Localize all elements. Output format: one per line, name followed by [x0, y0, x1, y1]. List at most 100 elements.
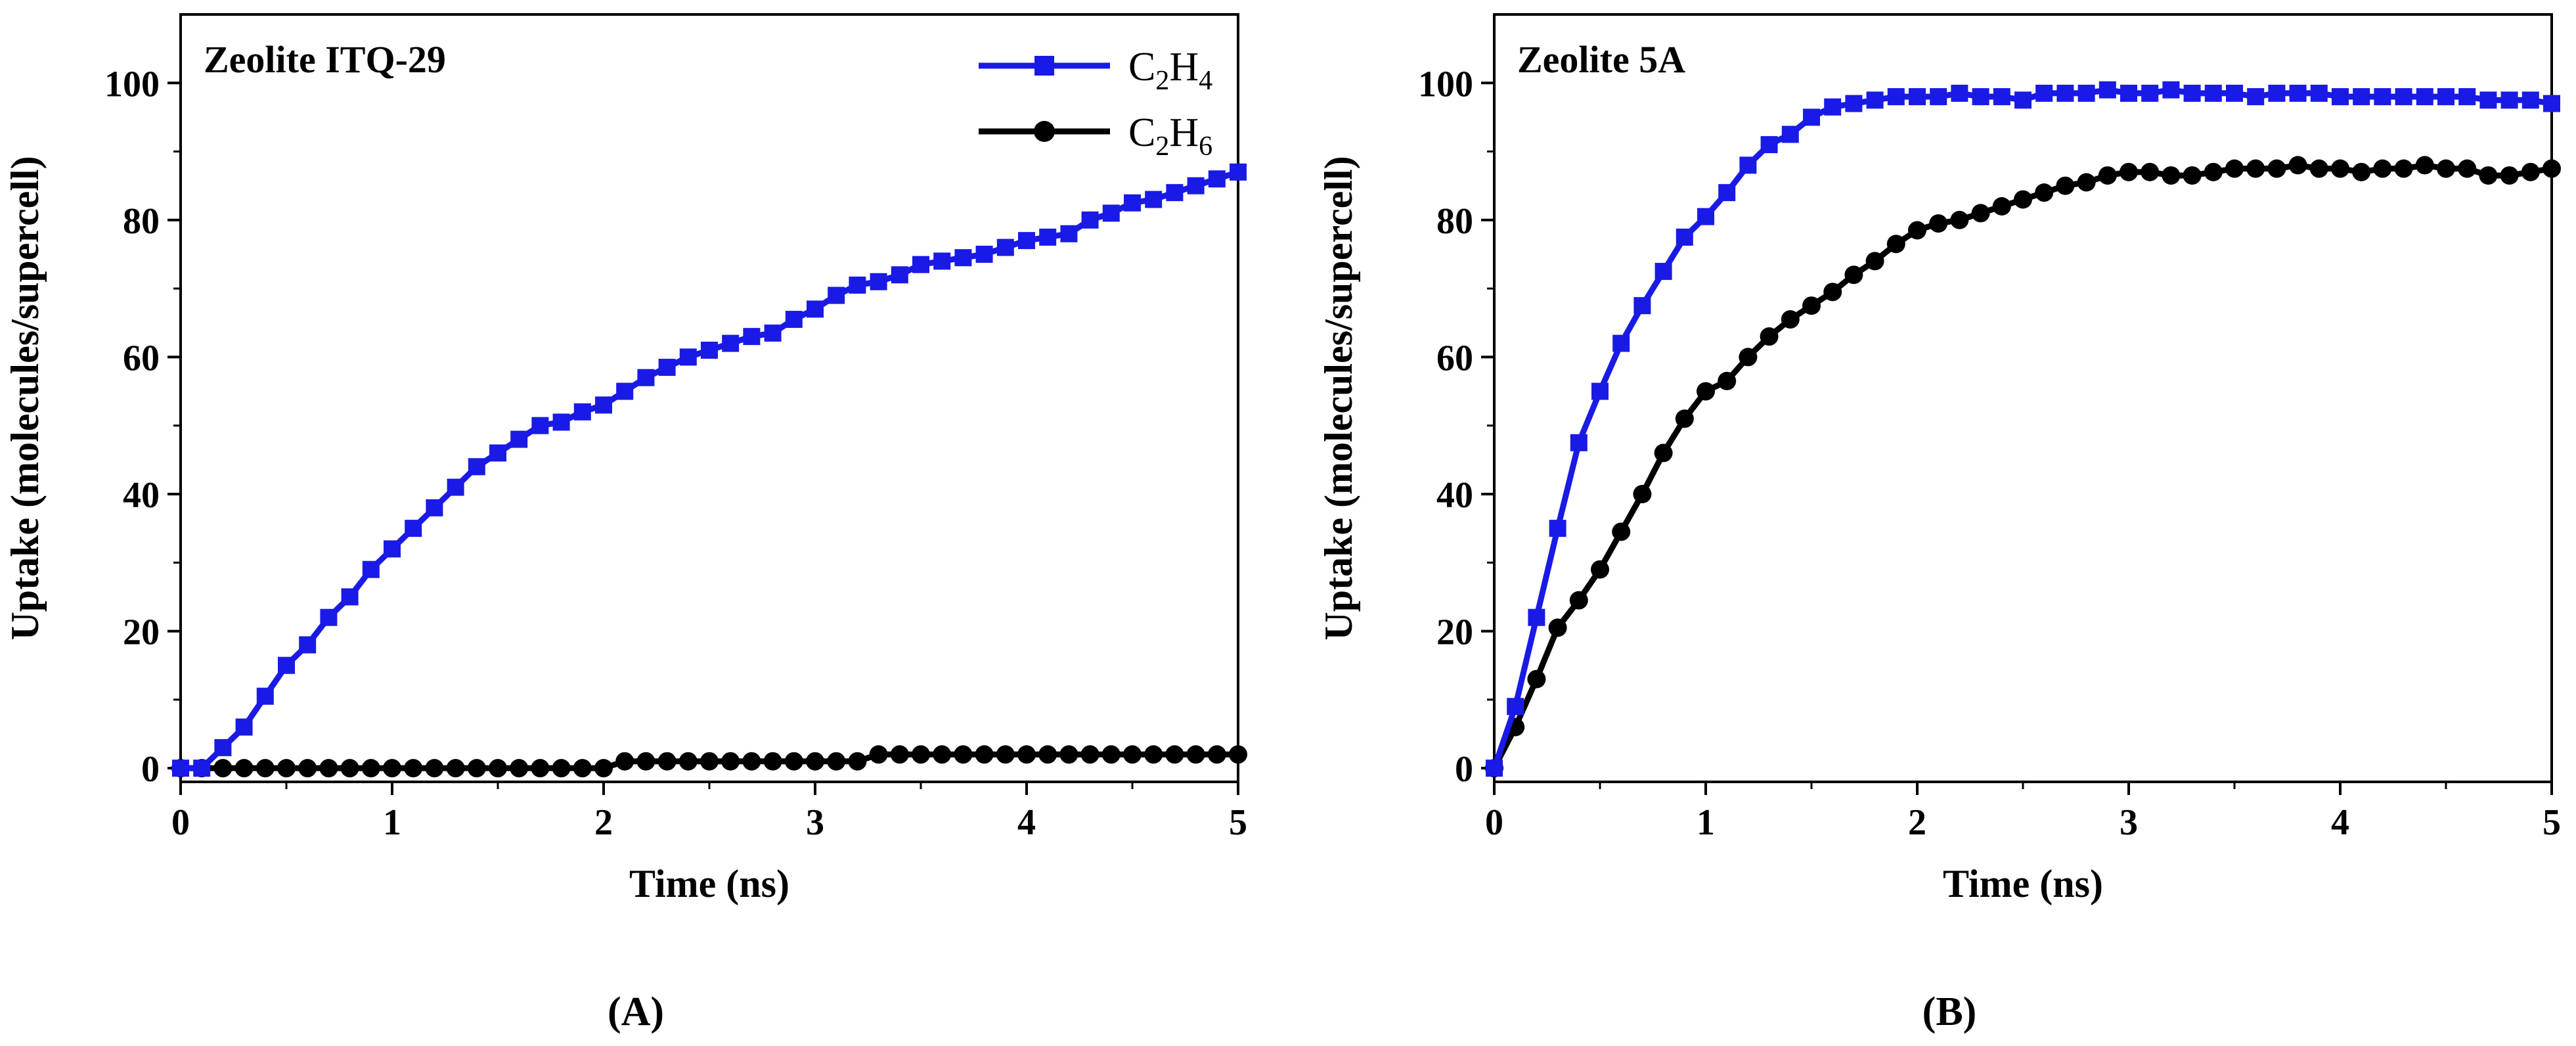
- x-tick-label: 5: [1229, 802, 1247, 843]
- data-point: [235, 718, 253, 736]
- data-point: [1971, 204, 1990, 223]
- data-point: [2120, 162, 2138, 181]
- legend-subscript: 6: [1199, 131, 1212, 162]
- data-point: [1145, 191, 1163, 208]
- data-point: [2162, 166, 2181, 185]
- legend-marker: [1034, 56, 1054, 76]
- data-point: [1824, 98, 1842, 116]
- data-point: [340, 759, 359, 778]
- data-point: [1972, 88, 1989, 106]
- x-axis-title: Time (ns): [629, 862, 789, 905]
- x-tick-label: 4: [1017, 802, 1036, 843]
- data-point: [320, 608, 338, 626]
- data-point: [1845, 95, 1863, 112]
- data-point: [1760, 327, 1779, 346]
- panel-label: (B): [1922, 989, 1977, 1034]
- data-point: [2479, 91, 2497, 109]
- data-point: [1528, 608, 1545, 626]
- y-tick-label: 0: [1455, 749, 1473, 790]
- data-point: [1654, 443, 1673, 463]
- data-point: [2288, 156, 2307, 175]
- data-point: [277, 759, 296, 778]
- data-point: [701, 342, 718, 359]
- data-point: [912, 745, 930, 764]
- data-point: [2035, 84, 2053, 102]
- data-point: [319, 759, 338, 778]
- data-point: [678, 752, 698, 771]
- data-point: [1718, 371, 1737, 390]
- y-tick-label: 20: [123, 612, 160, 653]
- data-point: [954, 745, 973, 764]
- data-point: [384, 540, 401, 558]
- data-point: [1591, 560, 1609, 579]
- data-point: [2373, 159, 2392, 178]
- y-tick-label: 40: [1436, 475, 1473, 516]
- data-point: [404, 759, 423, 778]
- chart-panel-a: 0 1 2 3 4 5 0 20 40 60 80 100 Time (ns) Uptake (molec…: [3, 13, 1247, 1034]
- data-point: [2099, 81, 2116, 99]
- data-point: [869, 745, 888, 764]
- data-point: [1633, 485, 1652, 503]
- y-tick-label: 80: [123, 201, 160, 242]
- data-point: [256, 687, 274, 705]
- data-point: [1166, 184, 1184, 202]
- data-point: [848, 752, 867, 771]
- data-point: [1612, 522, 1631, 541]
- data-point: [1633, 297, 1651, 315]
- y-tick-label: 40: [123, 475, 160, 516]
- data-point: [1866, 91, 1884, 109]
- data-point: [1548, 618, 1567, 637]
- legend-marker: [1034, 121, 1055, 142]
- data-point: [2267, 159, 2286, 178]
- data-point: [1123, 745, 1142, 764]
- legend-subscript: 2: [1155, 131, 1169, 162]
- legend-symbol: H: [1169, 45, 1199, 89]
- data-point: [573, 403, 591, 421]
- y-tick-label: 60: [123, 338, 160, 378]
- data-point: [193, 760, 211, 777]
- data-point: [933, 252, 951, 270]
- legend-symbol: C: [1128, 45, 1155, 89]
- data-point: [426, 499, 443, 516]
- data-point: [743, 328, 761, 346]
- data-point: [299, 636, 317, 654]
- data-point: [1781, 125, 1799, 143]
- data-point: [975, 246, 993, 263]
- x-tick-label: 3: [2120, 802, 2138, 843]
- y-tick-label: 100: [104, 64, 160, 104]
- y-axis-title: Uptake (molecules/supercell): [1317, 156, 1360, 640]
- data-point: [2543, 95, 2560, 112]
- data-point: [594, 759, 613, 778]
- x-tick-label: 4: [2331, 802, 2349, 843]
- data-point: [2437, 88, 2454, 106]
- data-point: [636, 752, 655, 771]
- data-point: [1718, 184, 1736, 202]
- data-point: [657, 752, 677, 771]
- data-point: [2225, 159, 2244, 178]
- data-point: [2141, 84, 2159, 102]
- data-point: [446, 759, 465, 778]
- data-point: [2353, 88, 2370, 106]
- data-point: [1951, 84, 1968, 102]
- data-point: [1207, 745, 1226, 764]
- data-point: [2268, 84, 2286, 102]
- data-point: [849, 276, 866, 294]
- data-point: [1930, 88, 1947, 106]
- data-point: [1018, 232, 1035, 250]
- data-point: [2183, 84, 2201, 102]
- data-point: [1507, 698, 1524, 716]
- data-point: [2543, 159, 2561, 178]
- data-point: [679, 348, 697, 366]
- x-tick-label: 2: [594, 802, 613, 843]
- data-point: [2500, 166, 2519, 185]
- data-point: [742, 752, 761, 771]
- legend-subscript: 4: [1199, 66, 1212, 96]
- data-point: [489, 759, 507, 778]
- data-point: [1230, 163, 1247, 181]
- data-point: [1039, 228, 1057, 246]
- data-point: [2458, 88, 2476, 106]
- data-point: [361, 759, 380, 778]
- y-axis-title: Uptake (molecules/supercell): [3, 156, 47, 640]
- data-point: [1165, 745, 1184, 764]
